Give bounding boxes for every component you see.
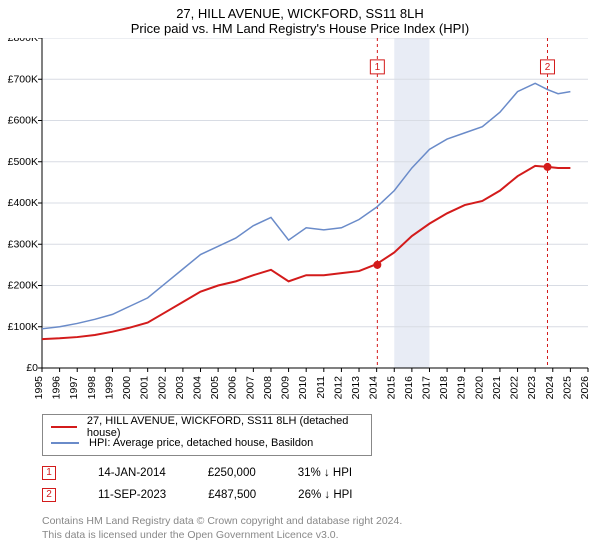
svg-text:2013: 2013 [350,376,362,400]
svg-text:2010: 2010 [297,376,309,400]
svg-text:2: 2 [545,62,551,73]
svg-text:1997: 1997 [68,376,80,400]
event-marker-price: £250,000 [208,467,256,479]
event-marker-row: 2 11-SEP-2023 £487,500 26% ↓ HPI [42,484,600,506]
svg-text:2004: 2004 [192,376,204,400]
svg-text:2000: 2000 [121,376,133,400]
svg-text:£300K: £300K [8,238,38,250]
svg-text:2002: 2002 [156,376,168,400]
svg-text:£100K: £100K [8,321,38,333]
svg-text:2014: 2014 [368,376,380,400]
svg-text:£0: £0 [26,362,38,374]
svg-text:2017: 2017 [420,376,432,400]
legend-label: 27, HILL AVENUE, WICKFORD, SS11 8LH (det… [87,415,363,439]
event-marker-price: £487,500 [208,489,256,501]
svg-text:1999: 1999 [103,376,115,400]
chart-container: £0 £100K £200K £300K £400K £500K £600K £700K £80… [0,38,600,408]
event-marker-row: 1 14-JAN-2014 £250,000 31% ↓ HPI [42,462,600,484]
svg-text:2018: 2018 [438,376,450,400]
svg-text:2007: 2007 [244,376,256,400]
svg-text:1: 1 [375,62,381,73]
svg-text:2012: 2012 [332,376,344,400]
svg-text:2023: 2023 [526,376,538,400]
event-marker-date: 11-SEP-2023 [98,489,166,501]
svg-text:2016: 2016 [403,376,415,400]
svg-text:2006: 2006 [227,376,239,400]
svg-text:2015: 2015 [385,376,397,400]
svg-text:1998: 1998 [86,376,98,400]
svg-text:£600K: £600K [8,115,38,127]
svg-text:1996: 1996 [51,376,63,400]
svg-text:2005: 2005 [209,376,221,400]
svg-text:£400K: £400K [8,197,38,209]
legend-label: HPI: Average price, detached house, Basi… [89,437,313,449]
svg-text:2021: 2021 [491,376,503,400]
chart-footer: Contains HM Land Registry data © Crown c… [42,514,600,542]
event-marker-date: 14-JAN-2014 [98,467,166,479]
svg-text:2025: 2025 [561,376,573,400]
footer-line1: Contains HM Land Registry data © Crown c… [42,514,600,528]
line-chart: £0 £100K £200K £300K £400K £500K £600K £700K £80… [0,38,600,408]
svg-text:£700K: £700K [8,73,38,85]
svg-text:2009: 2009 [280,376,292,400]
footer-line2: This data is licensed under the Open Gov… [42,528,600,542]
event-markers-table: 1 14-JAN-2014 £250,000 31% ↓ HPI 2 11-SE… [42,462,600,506]
chart-title-block: 27, HILL AVENUE, WICKFORD, SS11 8LH Pric… [0,0,600,38]
svg-text:£800K: £800K [8,38,38,44]
legend-swatch-1 [51,442,79,444]
svg-text:2008: 2008 [262,376,274,400]
svg-text:2011: 2011 [315,376,327,399]
svg-text:2020: 2020 [473,376,485,400]
svg-text:2026: 2026 [579,376,591,400]
legend-row: 27, HILL AVENUE, WICKFORD, SS11 8LH (det… [51,419,363,435]
event-marker-delta: 26% ↓ HPI [298,489,352,501]
svg-text:2001: 2001 [139,376,151,400]
chart-title-line2: Price paid vs. HM Land Registry's House … [0,21,600,36]
svg-text:2003: 2003 [174,376,186,400]
svg-text:2019: 2019 [456,376,468,400]
event-marker-badge-2: 2 [42,488,56,502]
svg-text:2022: 2022 [509,376,521,400]
svg-text:2024: 2024 [544,376,556,400]
svg-text:£200K: £200K [8,280,38,292]
legend: 27, HILL AVENUE, WICKFORD, SS11 8LH (det… [42,414,372,456]
event-marker-delta: 31% ↓ HPI [298,467,352,479]
legend-swatch-0 [51,426,77,428]
event-marker-badge-1: 1 [42,466,56,480]
svg-text:£500K: £500K [8,156,38,168]
chart-title-line1: 27, HILL AVENUE, WICKFORD, SS11 8LH [0,6,600,21]
svg-text:1995: 1995 [33,376,45,400]
